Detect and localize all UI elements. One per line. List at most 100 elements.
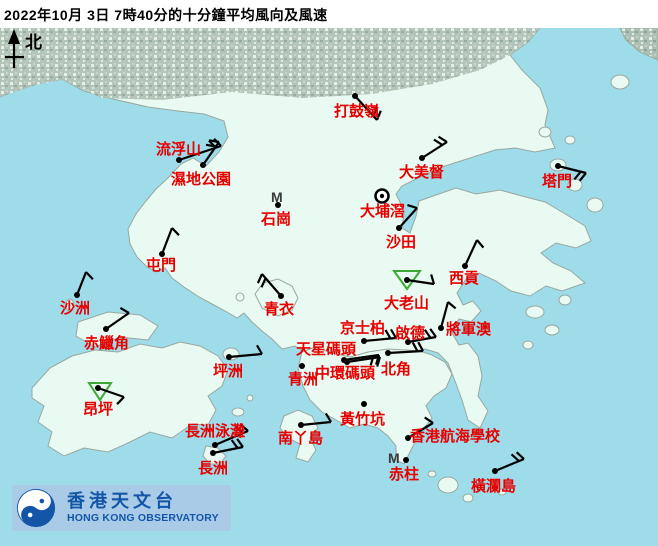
wind-barb-feather	[375, 110, 382, 121]
wind-barb-staff	[202, 141, 220, 166]
station-label: 流浮山	[156, 140, 201, 158]
north-arrow	[5, 29, 24, 68]
station-green-island: 青洲	[288, 363, 318, 388]
wind-barb-feather	[85, 271, 94, 280]
station-north-point: 北角	[381, 341, 424, 378]
wind-barb-feather	[423, 329, 432, 339]
station-shek-kong: M 石崗	[260, 189, 291, 228]
wind-barb-staff	[439, 301, 450, 329]
island-ping-chau	[610, 74, 630, 90]
wind-barb-feather	[236, 438, 244, 448]
wind-barb-staff	[406, 278, 435, 286]
wind-barb-staff	[105, 312, 130, 330]
station-label: 橫瀾島	[471, 477, 516, 495]
station-dot	[361, 401, 367, 407]
tide-station-center	[379, 193, 385, 199]
station-cheung-chau: 長洲	[198, 438, 244, 477]
island-kat-o	[538, 126, 552, 138]
wind-barb-feather	[205, 143, 217, 148]
station-wong-chuk-hang: 黃竹坑	[340, 401, 385, 428]
station-dot	[352, 93, 358, 99]
wind-barb-staff	[398, 207, 418, 229]
station-dot	[298, 422, 304, 428]
station-tap-mun: 塔門	[542, 163, 587, 190]
wind-barb-feather	[208, 139, 220, 144]
island-high	[586, 197, 604, 213]
station-label: 天星碼頭	[296, 341, 357, 358]
island-crooked	[564, 135, 576, 145]
wind-barb-staff	[354, 95, 378, 121]
station-label: 長洲	[198, 460, 228, 477]
station-dot	[74, 292, 80, 298]
station-label: 沙洲	[60, 300, 90, 317]
station-dot	[462, 263, 468, 269]
wind-barb-staff	[363, 336, 397, 343]
wind-barb-feather	[256, 344, 263, 355]
station-tseung-kwan-o: 將軍澳	[438, 301, 492, 338]
island-lantau	[31, 341, 229, 457]
island-ma-wan	[235, 292, 245, 302]
station-tuen-mun: 屯門	[146, 227, 180, 274]
island-shelter	[522, 340, 534, 350]
island-kau-sai	[544, 324, 560, 336]
wind-barb-staff	[160, 227, 174, 255]
station-dot	[405, 435, 411, 441]
station-central-pier: 中環碼頭	[315, 355, 382, 382]
station-dot	[555, 163, 561, 169]
station-lamma-island: 南丫島	[278, 412, 332, 447]
station-hk-sea-school: 香港航海學校	[405, 416, 501, 445]
wind-barb-staff	[261, 273, 282, 297]
wind-barb-feather	[372, 106, 379, 117]
station-sai-kung: 西貢	[449, 239, 485, 287]
station-dot	[344, 359, 350, 365]
wind-barb-feather	[230, 439, 239, 449]
wind-barb-feather	[171, 227, 180, 236]
station-label: 香港航海學校	[410, 427, 501, 445]
station-dot	[405, 339, 411, 345]
station-kai-tak: 啟德	[395, 324, 437, 345]
wind-barb-feather	[476, 239, 485, 249]
island-po-toi	[437, 476, 459, 494]
station-ngong-ping: 昂坪	[83, 382, 125, 418]
station-dot	[404, 277, 410, 283]
station-label: 打鼓嶺	[334, 102, 379, 120]
hko-logo-icon	[16, 488, 56, 528]
station-dot	[95, 385, 101, 391]
station-chek-lap-kok: 赤鱲角	[84, 307, 130, 352]
wind-barb-feather	[376, 356, 382, 367]
island-lamma	[279, 409, 319, 463]
island-airport	[75, 311, 159, 348]
station-dot	[299, 363, 305, 369]
station-label: 大埔滘	[360, 202, 405, 220]
island-kiu-tsui	[525, 305, 545, 319]
wind-barb-feather	[429, 328, 437, 338]
hko-logo-chinese: 香港天文台	[67, 491, 177, 512]
wind-barb-staff	[75, 271, 88, 296]
wind-barb-staff	[421, 141, 448, 159]
station-label: 坪洲	[213, 363, 243, 380]
station-dot	[212, 442, 218, 448]
wind-barb-feather	[437, 135, 448, 143]
station-label: 濕地公園	[171, 170, 231, 188]
island-beaufort	[427, 470, 437, 478]
island-po-toi-s	[462, 493, 474, 503]
station-label: 將軍澳	[446, 320, 492, 338]
station-label: 啟德	[395, 324, 425, 342]
wind-barb-staff	[97, 386, 125, 399]
station-cheung-chau-beach: 長洲泳灘	[185, 422, 249, 448]
wind-barb-feather	[578, 172, 587, 182]
station-label: 中環碼頭	[315, 364, 376, 382]
island-waglan	[497, 488, 507, 496]
station-tai-mei-tuk: 大美督	[399, 135, 448, 181]
station-sha-chau: 沙洲	[60, 271, 94, 317]
station-dot	[103, 326, 109, 332]
wind-barb-feather	[260, 277, 267, 288]
station-dot	[176, 157, 182, 163]
wind-barb-feather	[510, 453, 520, 462]
wind-barb-staff	[346, 355, 381, 364]
station-label: 塔門	[542, 172, 572, 190]
wind-barb-staff	[407, 422, 434, 439]
wind-barb-feather	[256, 273, 264, 284]
station-dot	[275, 202, 281, 208]
